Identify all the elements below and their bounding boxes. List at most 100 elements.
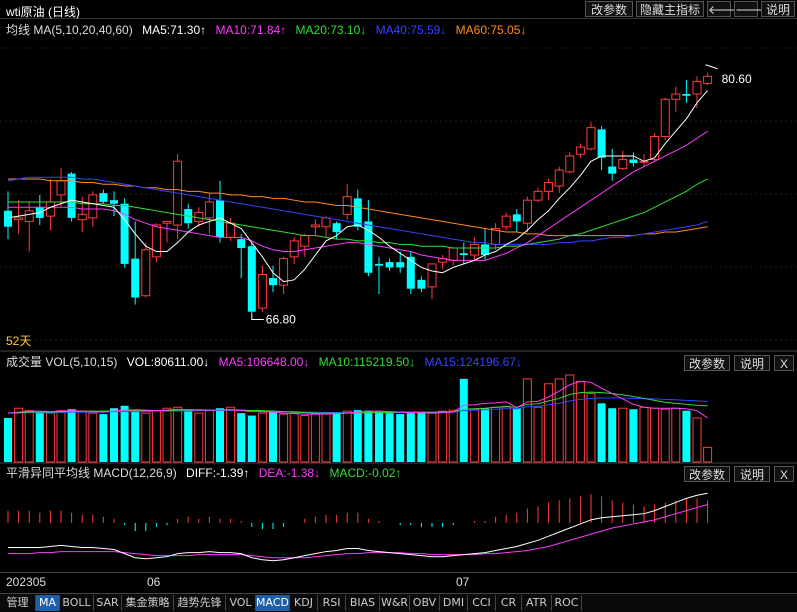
indicator-tab-cci[interactable]: CCI (468, 595, 496, 611)
candle-down (269, 278, 277, 286)
candle-down (481, 244, 489, 256)
candle-down (332, 223, 341, 233)
volume-bar-up (565, 374, 575, 463)
volume-indicator-name: 成交量 VOL(5,10,15) (6, 355, 118, 369)
volume-bar-up (77, 411, 87, 463)
volume-bar-up (660, 408, 670, 463)
candle-down (216, 200, 224, 238)
help-button[interactable]: 说明 (761, 1, 795, 17)
indicator-tab-sar[interactable]: SAR (94, 595, 122, 611)
indicator-tab-kdj[interactable]: KDJ (290, 595, 318, 611)
macd-indicator-name: 平滑异同平均线 MACD(12,26,9) (6, 466, 177, 480)
main-indicator-name: 均线 MA(5,10,20,40,60) (6, 23, 133, 37)
indicator-tab-macd[interactable]: MACD (256, 595, 290, 611)
ma40-value: MA40:75.59↓ (375, 23, 447, 37)
candle-up (77, 213, 87, 221)
macd-params-button[interactable]: 改参数 (684, 466, 730, 482)
arrow-right-icon[interactable]: 🡒 (734, 1, 768, 17)
volume-bar-down (385, 413, 394, 462)
candle-down (237, 239, 246, 248)
params-button[interactable]: 改参数 (585, 1, 633, 17)
indicator-tab-wr[interactable]: W&R (380, 595, 410, 611)
volume-bar-up (226, 406, 236, 463)
indicator-tab-5[interactable]: 趋势先锋 (174, 595, 226, 611)
candle-down (629, 159, 638, 164)
volume-bar-down (459, 378, 468, 462)
candle-up (618, 158, 628, 169)
candle-up (469, 243, 479, 256)
low-price-label: 66.80 (266, 312, 296, 326)
candle-up (14, 217, 24, 221)
volume-bar-down (216, 408, 224, 462)
indicator-tab-atr[interactable]: ATR (522, 595, 552, 611)
volume-ma5-line (7, 380, 708, 419)
volume-bar-down (682, 410, 691, 462)
candle-up (24, 210, 34, 222)
ma20-value: MA20:73.10↓ (295, 23, 367, 37)
candle-down (375, 263, 383, 266)
volume-bar-up (56, 410, 66, 463)
indicator-tab-4[interactable]: 集金策略 (122, 595, 174, 611)
volume-ma15-value: MA15:124196.67↓ (424, 355, 522, 369)
arrow-left-icon[interactable]: 🡐 (707, 1, 741, 17)
volume-bar-up (151, 410, 161, 463)
volume-params-button[interactable]: 改参数 (684, 355, 730, 371)
macd-help-button[interactable]: 说明 (734, 466, 770, 482)
volume-bar-up (194, 412, 204, 463)
volume-bar-up (289, 412, 299, 463)
indicator-tab-dmi[interactable]: DMI (440, 595, 468, 611)
volume-bar-up (427, 412, 437, 463)
candlestick-chart: 80.60 66.80 (0, 47, 797, 352)
x-axis-label: 07 (456, 575, 470, 589)
volume-help-button[interactable]: 说明 (734, 355, 770, 371)
volume-bar-down (629, 409, 638, 462)
candle-down (597, 129, 606, 158)
indicator-tab-vol[interactable]: VOL (226, 595, 256, 611)
candle-up (533, 190, 543, 201)
diff-line (8, 492, 708, 562)
volume-bar-up (300, 415, 310, 463)
volume-bar-down (406, 413, 415, 462)
candle-down (364, 221, 373, 273)
volume-close-icon[interactable]: X (774, 355, 794, 371)
indicator-tab-roc[interactable]: ROC (552, 595, 582, 611)
dea-value: DEA:-1.38↓ (258, 466, 321, 480)
volume-bar-down (481, 408, 489, 462)
indicator-tab-obv[interactable]: OBV (410, 595, 440, 611)
candle-down (110, 200, 118, 204)
candle-up (586, 127, 596, 150)
volume-bar-down (184, 409, 193, 462)
ma60-value: MA60:75.05↓ (455, 23, 527, 37)
volume-bar-down (512, 408, 521, 462)
candle-up (300, 235, 310, 247)
indicator-tab-cr[interactable]: CR (496, 595, 522, 611)
ma10-line (8, 130, 708, 261)
candle-up (650, 135, 660, 160)
candle-up (321, 217, 331, 228)
indicator-tab-bias[interactable]: BIAS (346, 595, 380, 611)
volume-bar-up (639, 406, 649, 463)
volume-value: VOL:80611.00↓ (126, 355, 210, 369)
hide-main-indicator-button[interactable]: 隐藏主指标 (636, 1, 704, 17)
volume-bar-up (650, 407, 660, 463)
volume-bar-down (67, 409, 76, 462)
indicator-tab-boll[interactable]: BOLL (60, 595, 94, 611)
candle-down (512, 214, 521, 222)
volume-bar-down (269, 412, 277, 462)
volume-bar-up (257, 412, 267, 463)
indicator-tab-0[interactable]: 管理 (0, 595, 36, 611)
volume-bar-up (501, 405, 511, 463)
indicator-tab-rsi[interactable]: RSI (318, 595, 346, 611)
window-title: wti原油 (日线) (6, 5, 80, 19)
volume-bar-up (692, 417, 702, 463)
macd-close-icon[interactable]: X (774, 466, 794, 482)
volume-chart (0, 374, 797, 464)
indicator-tab-ma[interactable]: MA (36, 595, 60, 611)
volume-bar-up (618, 407, 628, 463)
indicator-tab-bar: 管理 MA BOLL SAR 集金策略 趋势先锋 VOL MACD KDJ RSI BIAS W&R O… (0, 593, 797, 612)
volume-bar-up (162, 407, 172, 463)
candle-up (544, 181, 554, 192)
high-marker-line (705, 64, 718, 70)
volume-bar-down (332, 412, 341, 462)
candle-up (257, 274, 267, 309)
